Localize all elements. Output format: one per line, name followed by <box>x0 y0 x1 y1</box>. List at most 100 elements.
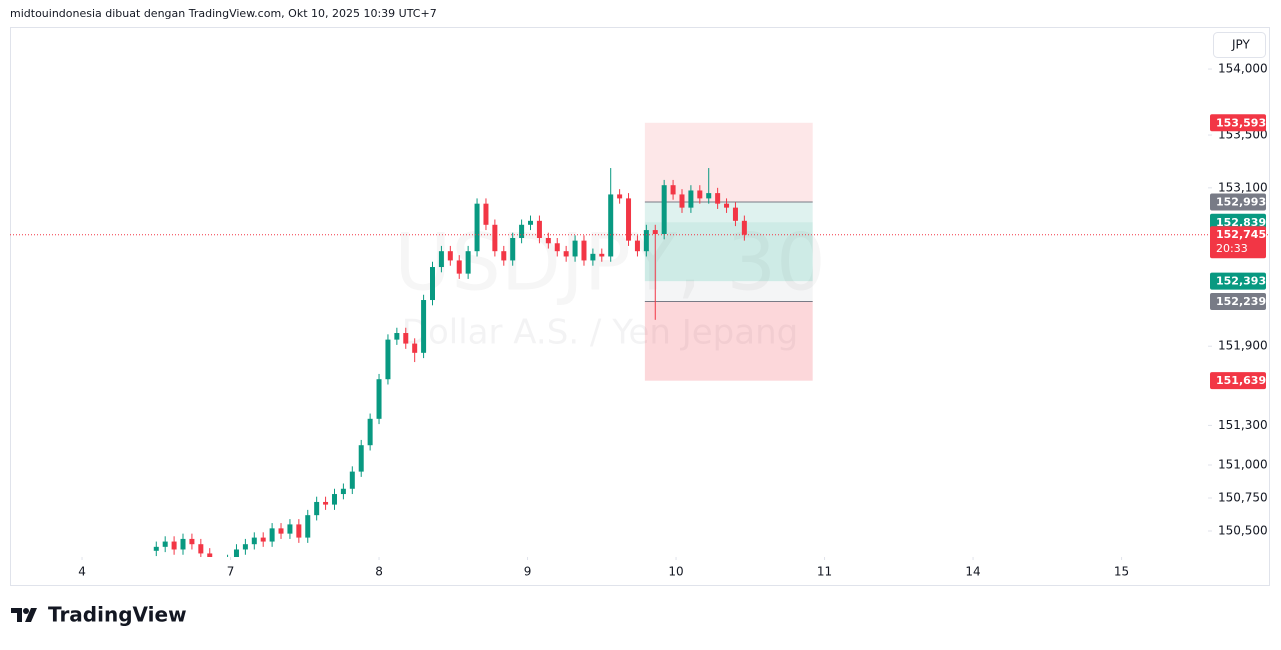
candle-body <box>403 333 409 344</box>
candle-body <box>305 515 311 538</box>
candle-body <box>465 251 471 274</box>
candle-body <box>626 198 632 241</box>
candle-body <box>180 538 186 550</box>
candle-body <box>278 528 284 534</box>
y-tick-label: 150,500 <box>1218 523 1268 537</box>
candle-body <box>501 251 507 261</box>
y-tick-label: 153,100 <box>1218 180 1268 194</box>
candle-body <box>652 230 658 235</box>
candle-body <box>617 194 623 199</box>
candle-body <box>385 339 391 380</box>
x-tick-label: 11 <box>817 565 832 579</box>
candle-body <box>412 343 418 353</box>
candle-body <box>697 190 703 199</box>
watermark-description: Dollar A.S. / Yen Jepang <box>402 313 798 353</box>
candle-body <box>661 185 667 235</box>
price-label <box>1210 226 1266 259</box>
candle-body <box>421 300 427 353</box>
candle-body <box>358 445 364 472</box>
price-label <box>1210 272 1266 290</box>
candle-body <box>207 553 213 557</box>
chart-title: midtouindonesia dibuat dengan TradingVie… <box>10 7 437 20</box>
candle-body <box>510 237 516 261</box>
x-tick-label: 14 <box>965 565 980 579</box>
candle-body <box>323 501 329 505</box>
candle-body <box>242 544 248 550</box>
candle-body <box>688 190 694 208</box>
x-tick-label: 10 <box>668 565 683 579</box>
price-label-text: 151,639 <box>1216 374 1266 387</box>
brand: TradingView <box>48 603 187 627</box>
candle-body <box>554 243 560 252</box>
candle-body <box>706 193 712 199</box>
candle-body <box>483 203 489 225</box>
candle-body <box>519 224 525 238</box>
candle-body <box>492 224 498 252</box>
candle-body <box>260 537 266 542</box>
candle-body <box>171 541 177 550</box>
candle-body <box>528 220 534 225</box>
x-tick-label: 7 <box>227 565 235 579</box>
candle-body <box>608 194 614 257</box>
x-tick-label: 15 <box>1114 565 1129 579</box>
candle-body <box>715 193 721 204</box>
candle-body <box>732 207 738 221</box>
y-tick-label: 154,000 <box>1218 62 1268 76</box>
candle-body <box>251 537 257 545</box>
candle-body <box>474 203 480 252</box>
price-label <box>1210 193 1266 211</box>
candle-body <box>216 564 221 568</box>
price-label <box>1210 292 1266 310</box>
candle-body <box>296 524 302 538</box>
y-tick-label: 150,750 <box>1218 491 1268 505</box>
candle-body <box>233 549 239 557</box>
candle-body <box>590 253 596 261</box>
price-label <box>1210 372 1266 390</box>
candle-body <box>536 220 542 238</box>
candle-body <box>643 230 649 252</box>
candle-body <box>162 541 168 547</box>
position-zone <box>644 301 813 381</box>
currency: JPY <box>1231 38 1251 52</box>
x-tick-label: 9 <box>524 565 532 579</box>
position-zone <box>644 222 813 282</box>
candle-body <box>287 524 293 534</box>
price-label-text: 152,993 <box>1216 195 1266 208</box>
candle-body <box>563 251 569 257</box>
price-label-text: 153,593 <box>1216 116 1266 129</box>
y-tick-label: 151,900 <box>1218 339 1268 353</box>
position-zone <box>644 201 813 282</box>
candle-body <box>599 253 605 257</box>
candle-body <box>545 237 551 244</box>
candle-body <box>331 494 337 505</box>
candle-body <box>430 267 436 301</box>
candle-body <box>670 185 676 195</box>
candle-body <box>679 194 685 208</box>
logo <box>11 608 37 622</box>
candle-body <box>340 488 346 495</box>
frame <box>10 27 1270 586</box>
price-label-text: 152,393 <box>1216 275 1266 288</box>
candle-body <box>447 251 453 261</box>
candle-body <box>394 333 400 340</box>
candle-body <box>198 544 204 554</box>
candle-body <box>376 379 382 419</box>
price-label-text: 152,239 <box>1216 295 1266 308</box>
price-label-text: 152,745 <box>1216 228 1266 241</box>
candle-body <box>572 240 578 257</box>
currency-button[interactable] <box>1213 32 1266 58</box>
candle-body <box>349 471 355 489</box>
candle-body <box>634 240 640 252</box>
candle-body <box>153 546 159 551</box>
y-tick-label: 151,000 <box>1218 458 1268 472</box>
position-zone <box>644 281 813 302</box>
candle-body <box>456 260 462 274</box>
price-label-text: 152,839 <box>1216 216 1266 229</box>
candle-body <box>724 203 730 208</box>
countdown: 20:33 <box>1216 242 1248 255</box>
candle-body <box>741 220 747 235</box>
candle-body <box>581 240 587 261</box>
x-tick-label: 4 <box>78 565 86 579</box>
